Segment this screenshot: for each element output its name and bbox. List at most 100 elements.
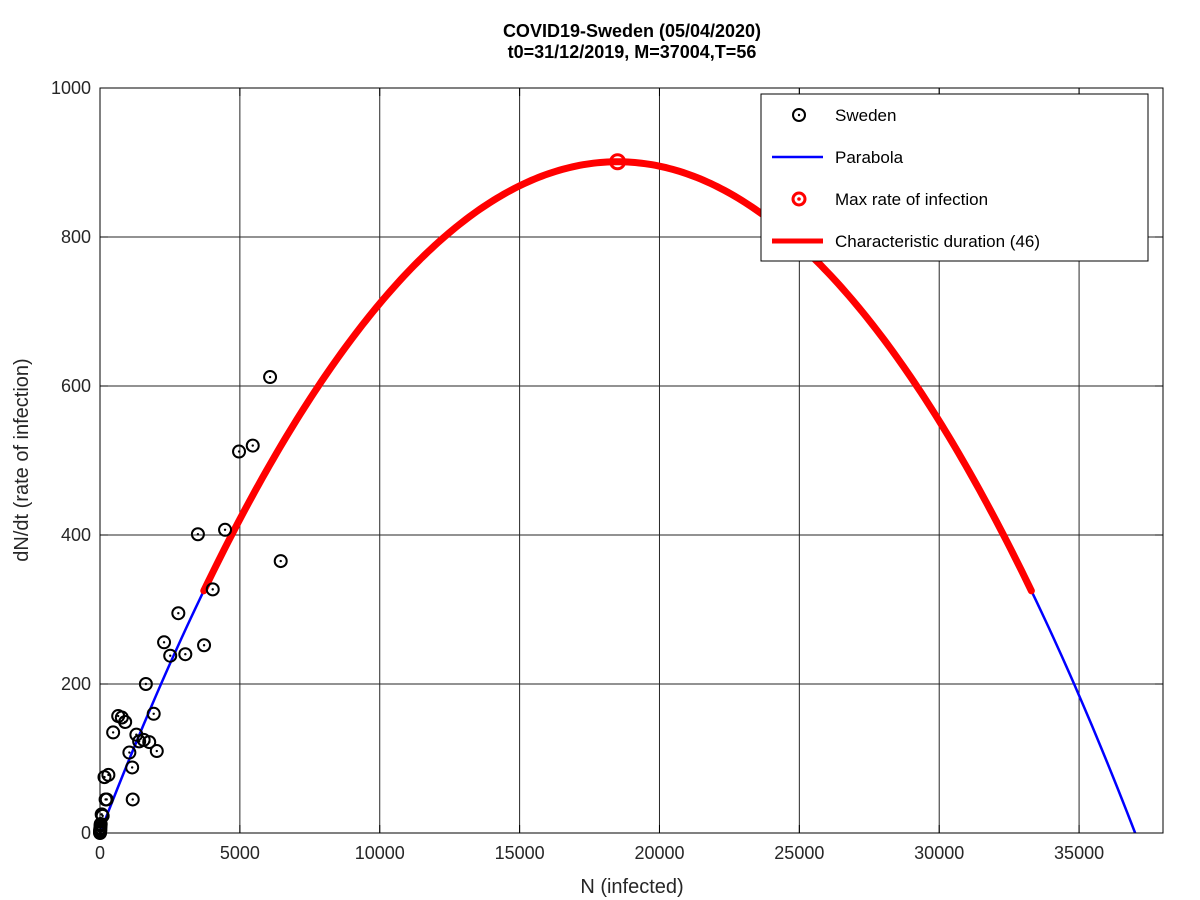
x-tick-label: 10000 [355, 843, 405, 863]
data-point-dot [184, 653, 187, 656]
axis-ticks: 0 5000 10000 15000 20000 25000 30000 35000 0 200 4… [51, 78, 1163, 863]
data-point-ring [93, 817, 108, 832]
data-point [125, 792, 140, 807]
data-point-dot [162, 641, 166, 644]
data-point [125, 760, 140, 775]
data-point [106, 725, 121, 740]
legend-label: Characteristic duration (46) [835, 232, 1040, 251]
data-point [146, 706, 161, 721]
data-point-dot [111, 731, 115, 734]
data-point-ring [245, 438, 260, 453]
legend-label: Max rate of infection [835, 190, 988, 209]
data-point [197, 638, 212, 653]
data-point-dot [101, 814, 104, 818]
data-point-ring [106, 725, 121, 740]
data-point [263, 370, 278, 385]
data-point-dot [130, 766, 134, 769]
plot-frame [99, 87, 1164, 834]
x-tick-label: 15000 [495, 843, 545, 863]
data-point-ring [125, 760, 140, 775]
x-axis-label: N (infected) [580, 876, 683, 898]
data-point-ring [232, 444, 247, 459]
data-point-ring [178, 647, 193, 662]
data-point [273, 554, 288, 569]
data-point-ring [273, 554, 288, 569]
data-point [122, 745, 137, 760]
data-point [99, 792, 114, 807]
max-rate-ring [609, 153, 627, 171]
data-point [218, 522, 233, 537]
data-point [171, 606, 186, 621]
data-point-ring [101, 767, 116, 782]
data-point-ring [205, 582, 220, 597]
data-point [232, 444, 247, 459]
data-point-dot [144, 682, 148, 686]
data-point-ring [171, 606, 186, 621]
legend-marker-dot [797, 113, 801, 117]
data-point-ring [122, 745, 137, 760]
data-point [245, 438, 260, 453]
legend: Sweden Parabola Max rate of infection Chara… [760, 93, 1149, 262]
x-tick-label: 25000 [774, 843, 824, 863]
data-point-ring [99, 792, 114, 807]
y-tick-label: 400 [61, 525, 91, 545]
data-point-ring [146, 706, 161, 721]
data-point-dot [116, 714, 120, 718]
data-point-dot [237, 450, 241, 453]
data-point-ring [95, 808, 110, 823]
data-point-dot [169, 654, 172, 657]
data-point-dot [107, 773, 110, 777]
data-point-ring [218, 522, 233, 537]
data-point-ring [190, 527, 205, 542]
x-tick-label: 20000 [634, 843, 684, 863]
data-point-ring [157, 635, 172, 650]
data-point-dot [128, 751, 131, 754]
data-point-dot [202, 644, 206, 647]
y-tick-label: 0 [81, 823, 91, 843]
data-point-ring [149, 744, 164, 759]
chart-title-line1: COVID19-Sweden (05/04/2020) [503, 21, 761, 41]
data-point [101, 767, 116, 782]
legend-label: Sweden [835, 106, 896, 125]
data-point [205, 582, 220, 597]
data-point-dot [177, 612, 180, 615]
x-tick-label: 5000 [220, 843, 260, 863]
data-point-dot [152, 712, 155, 715]
max-rate-point [609, 153, 627, 171]
chart-title-line2: t0=31/12/2019, M=37004,T=56 [508, 42, 757, 62]
data-point [138, 677, 153, 691]
data-point-ring [138, 677, 153, 691]
y-tick-label: 200 [61, 674, 91, 694]
legend-marker-icon [792, 108, 806, 122]
data-point [157, 635, 172, 650]
data-point-dot [155, 749, 158, 753]
data-point [95, 808, 110, 823]
data-point [149, 744, 164, 759]
data-point-ring [142, 735, 157, 750]
data-point-dot [251, 444, 254, 447]
y-axis-label: dN/dt (rate of infection) [11, 358, 33, 561]
y-tick-label: 1000 [51, 78, 91, 98]
data-point-ring [197, 638, 212, 653]
data-point [142, 735, 157, 750]
data-point-dot [211, 588, 214, 591]
x-tick-label: 35000 [1054, 843, 1104, 863]
legend-marker-dot [797, 197, 801, 201]
data-point-dot [105, 798, 108, 801]
data-point-dot [123, 720, 127, 724]
x-tick-label: 0 [95, 843, 105, 863]
data-point-ring [163, 648, 178, 663]
data-point-dot [279, 559, 282, 563]
legend-box [760, 93, 1149, 262]
legend-label: Parabola [835, 148, 904, 167]
data-point-ring [263, 370, 278, 385]
data-point [118, 714, 133, 729]
data-point-dot [268, 375, 272, 379]
data-point-dot [196, 533, 200, 536]
data-point [190, 527, 205, 542]
legend-marker-icon [791, 191, 807, 207]
max-rate-dot [615, 159, 620, 164]
data-point-dot [131, 798, 134, 801]
data-point-ring [125, 792, 140, 807]
